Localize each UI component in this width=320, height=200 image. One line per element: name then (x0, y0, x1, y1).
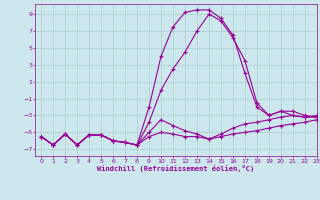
X-axis label: Windchill (Refroidissement éolien,°C): Windchill (Refroidissement éolien,°C) (97, 165, 255, 172)
